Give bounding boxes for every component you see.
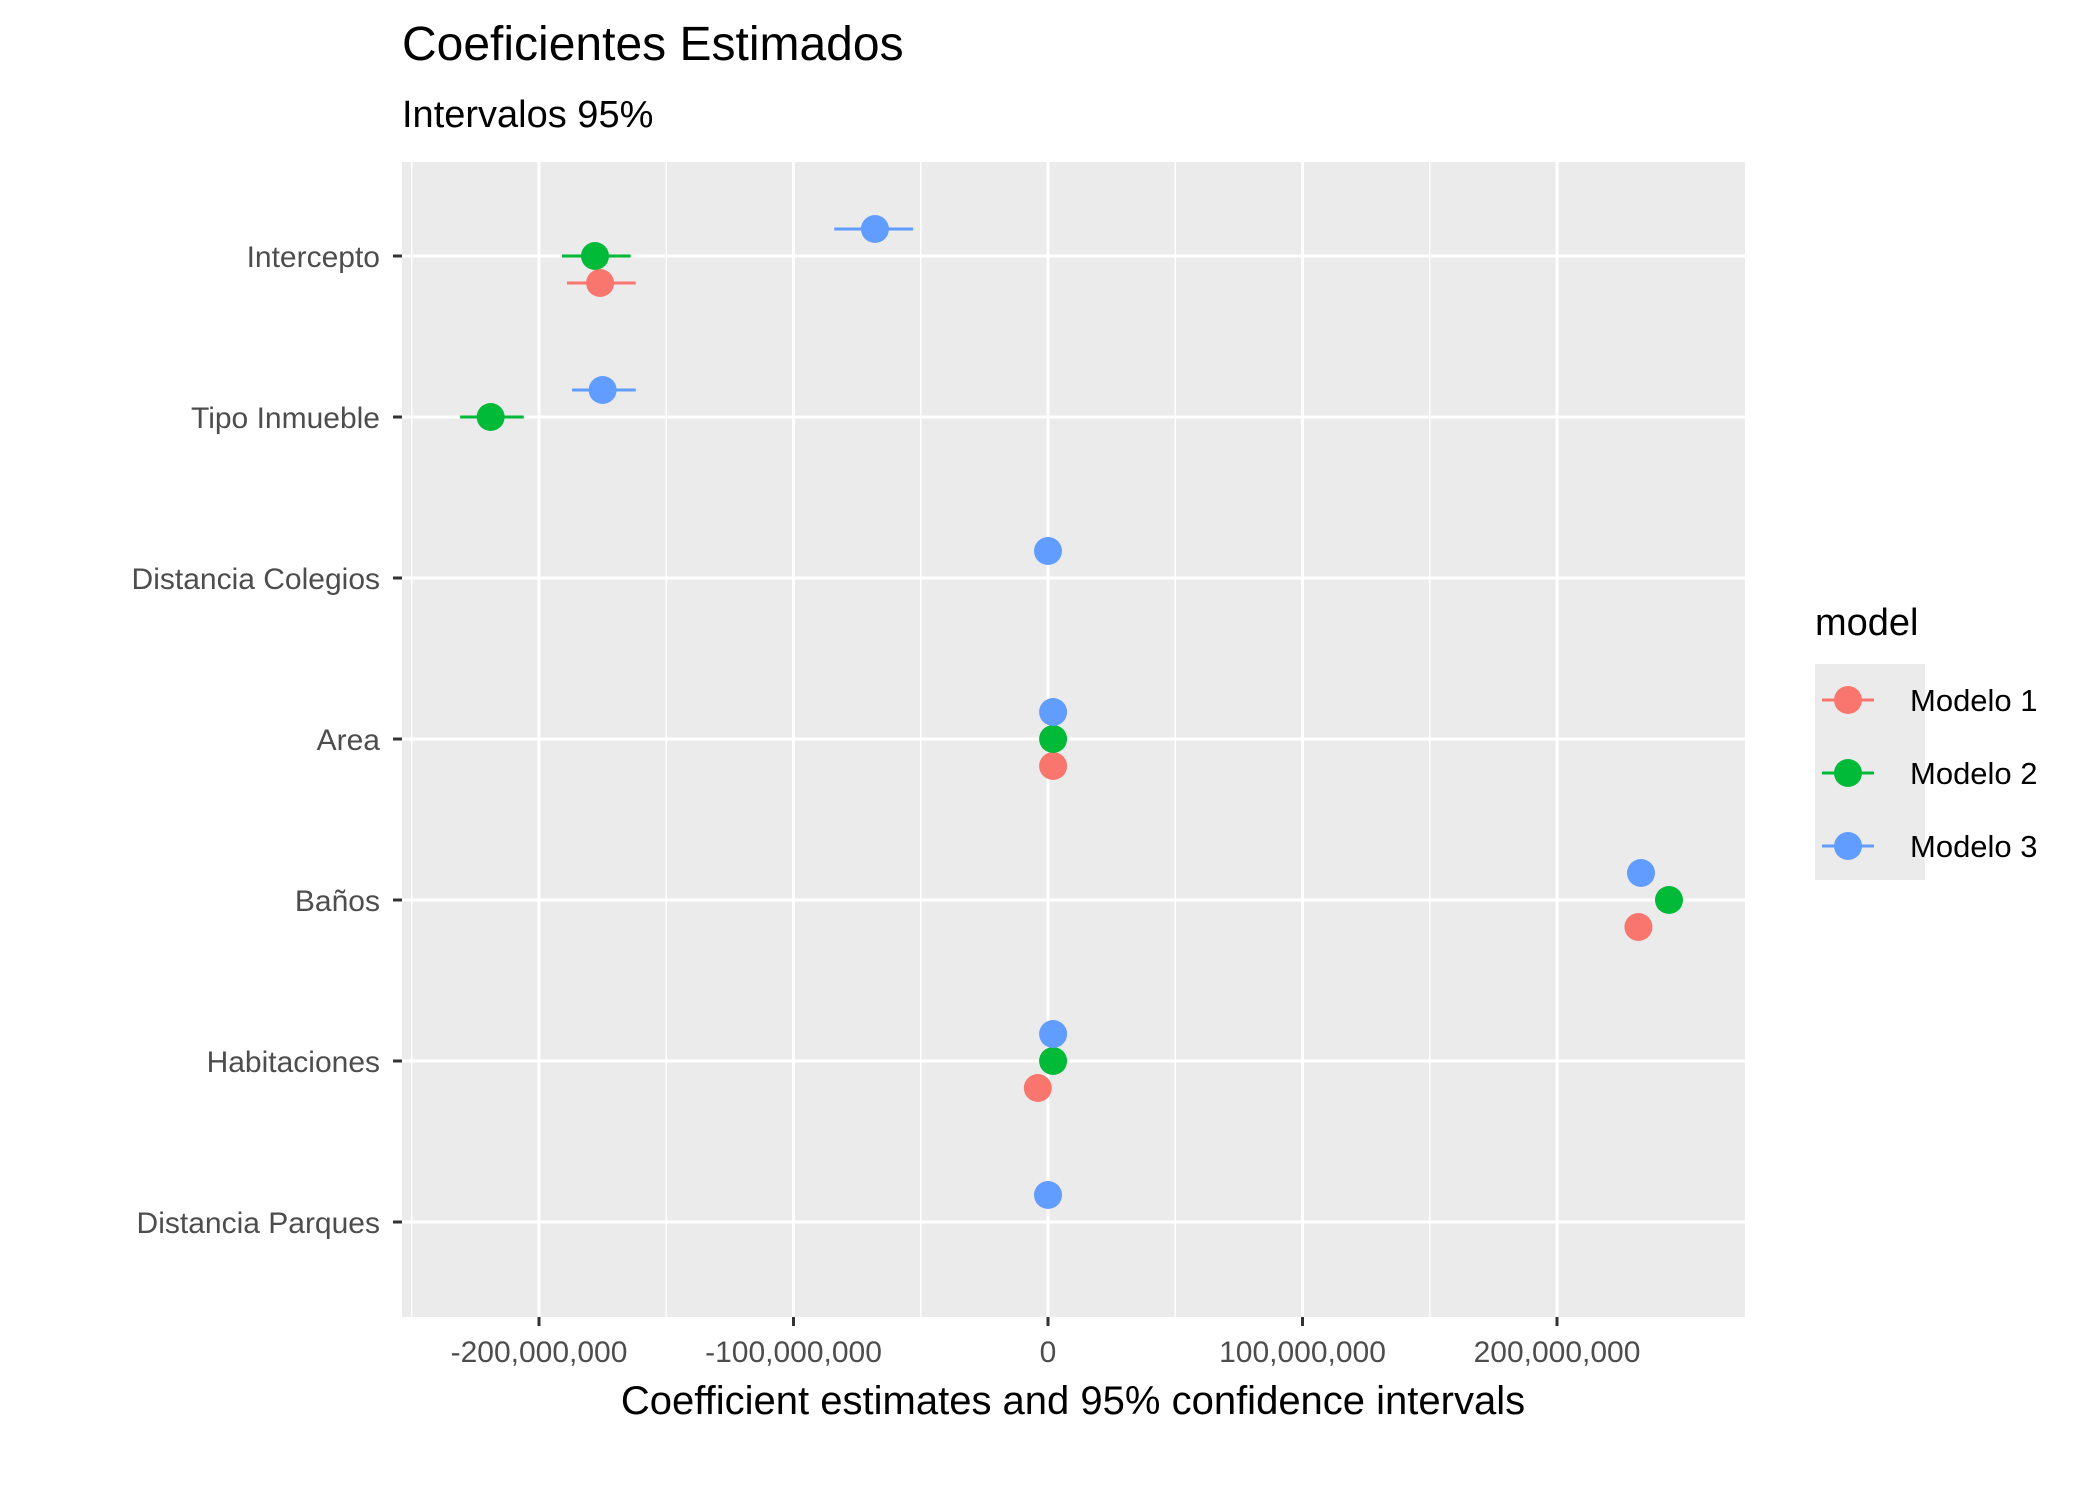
y-tick-label: Distancia Parques xyxy=(137,1207,380,1240)
x-tick-label: 200,000,000 xyxy=(1474,1336,1641,1369)
estimate-point xyxy=(1039,725,1068,753)
x-tick-label: -200,000,000 xyxy=(451,1336,628,1369)
chart-subtitle: Intervalos 95% xyxy=(402,94,653,136)
estimate-point xyxy=(1626,859,1655,887)
legend-items: Modelo 1 Modelo 2 Modelo 3 xyxy=(1822,683,2038,864)
estimate-point xyxy=(1039,752,1068,780)
estimate-point xyxy=(1023,1074,1052,1102)
estimate-point xyxy=(586,269,615,297)
estimate-point xyxy=(1039,1020,1068,1048)
estimate-point xyxy=(1624,913,1653,941)
estimate-point xyxy=(1039,698,1068,726)
y-tick-label: Distancia Colegios xyxy=(132,563,380,596)
x-axis: -200,000,000 -100,000,000 0 100,000,000 200,… xyxy=(451,1317,1641,1369)
legend-key-point xyxy=(1834,686,1862,714)
estimate-point xyxy=(580,242,609,270)
estimate-point xyxy=(1034,1181,1062,1209)
legend-key-point xyxy=(1834,759,1862,787)
y-tick-label: Area xyxy=(317,724,381,757)
y-tick-label: Baños xyxy=(295,885,380,918)
legend-label: Modelo 1 xyxy=(1910,683,2038,718)
legend-key-point xyxy=(1834,832,1862,860)
x-axis-title: Coefficient estimates and 95% confidence… xyxy=(621,1379,1525,1423)
legend-title: model xyxy=(1815,602,1919,644)
chart-marks xyxy=(460,215,1683,1209)
legend-label: Modelo 2 xyxy=(1910,756,2038,791)
y-tick-label: Intercepto xyxy=(247,241,380,274)
estimate-point xyxy=(1034,537,1062,565)
chart-title: Coeficientes Estimados xyxy=(402,18,904,71)
legend: model Modelo 1 Modelo 2 Modelo 3 xyxy=(1815,602,2038,880)
x-tick-label: -100,000,000 xyxy=(705,1336,882,1369)
estimate-point xyxy=(1039,1047,1068,1075)
x-tick-label: 0 xyxy=(1040,1336,1057,1369)
legend-label: Modelo 3 xyxy=(1910,829,2038,864)
estimate-point xyxy=(476,403,505,431)
x-tick-label: 100,000,000 xyxy=(1219,1336,1386,1369)
estimate-point xyxy=(1654,886,1683,914)
y-tick-label: Tipo Inmueble xyxy=(191,402,380,435)
estimate-point xyxy=(588,376,617,404)
y-tick-label: Habitaciones xyxy=(207,1046,380,1079)
y-axis: Intercepto Tipo Inmueble Distancia Colegio… xyxy=(132,241,402,1240)
estimate-point xyxy=(860,215,889,243)
